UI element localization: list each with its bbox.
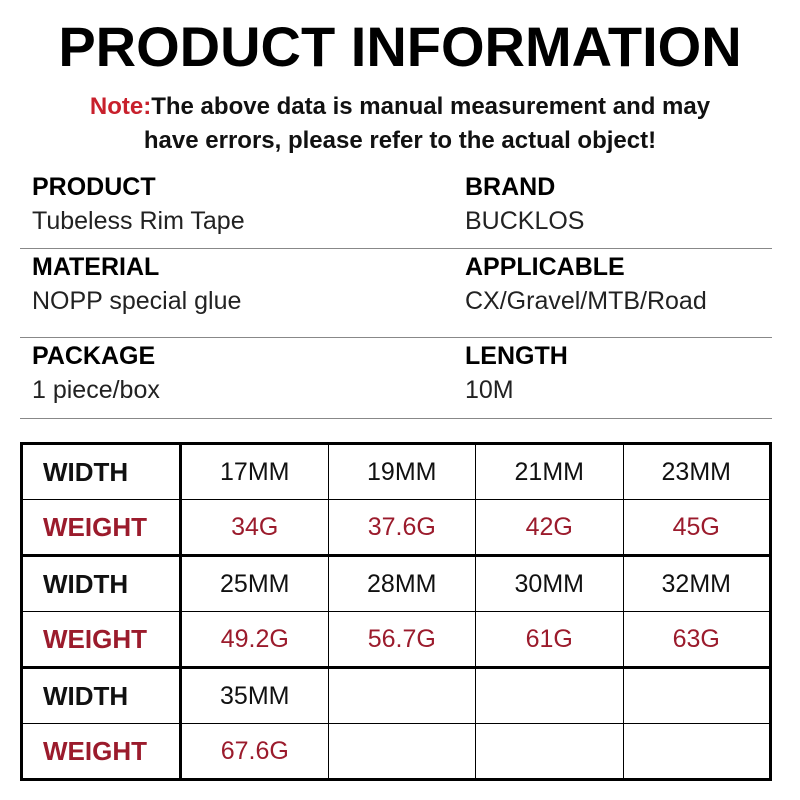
weight-value: 56.7G [327,611,476,668]
info-heading: APPLICABLE [465,253,625,281]
note: Note:The above data is manual measuremen… [0,90,800,158]
weight-value [475,723,624,780]
note-line2: have errors, please refer to the actual … [143,127,657,154]
width-value: 35MM [180,667,329,724]
info-cell: LENGTH 10M [465,341,765,405]
weight-row: WEIGHT 67.6G [21,723,771,780]
info-heading: BRAND [465,173,556,201]
width-row: WIDTH 25MM 28MM 30MM 32MM [21,555,771,612]
info-value: NOPP special glue [32,287,242,315]
width-value [475,667,624,724]
info-cell: PRODUCT Tubeless Rim Tape [32,172,332,236]
weight-row: WEIGHT 49.2G 56.7G 61G 63G [21,611,771,668]
weight-row: WEIGHT 34G 37.6G 42G 45G [21,499,771,556]
weight-value: 34G [180,499,329,556]
weight-value: 61G [475,611,624,668]
note-line1: The above data is manual measurement and… [151,93,711,120]
width-value: 17MM [180,443,329,500]
width-value: 25MM [180,555,329,612]
width-value: 21MM [475,443,624,500]
info-cell: PACKAGE 1 piece/box [32,341,332,405]
weight-label: WEIGHT [21,723,182,780]
info-value: CX/Gravel/MTB/Road [465,287,707,315]
page-title: PRODUCT INFORMATION [58,15,742,78]
width-value: 28MM [327,555,476,612]
width-row: WIDTH 17MM 19MM 21MM 23MM [21,443,771,500]
width-row: WIDTH 35MM [21,667,771,724]
weight-label: WEIGHT [21,611,182,668]
info-row: PACKAGE 1 piece/box LENGTH 10M [20,337,772,419]
info-value: BUCKLOS [465,207,585,235]
weight-value [327,723,476,780]
width-value: 23MM [622,443,771,500]
weight-value: 42G [475,499,624,556]
weight-value [622,723,771,780]
info-row: PRODUCT Tubeless Rim Tape BRAND BUCKLOS [20,168,772,249]
note-label: Note: [89,93,152,120]
width-value [622,667,771,724]
width-value: 32MM [622,555,771,612]
width-label: WIDTH [21,555,182,612]
info-heading: LENGTH [465,342,568,370]
info-value: Tubeless Rim Tape [32,207,245,235]
info-cell: MATERIAL NOPP special glue [32,252,332,316]
width-label: WIDTH [21,443,182,500]
info-row: MATERIAL NOPP special glue APPLICABLE CX/Gr… [20,248,772,338]
info-value: 1 piece/box [32,376,160,404]
info-heading: MATERIAL [32,253,160,281]
weight-value: 67.6G [180,723,329,780]
spec-table: WIDTH 17MM 19MM 21MM 23MM WEIGHT 34G 37.6G 42G 45… [20,442,772,781]
width-value: 30MM [475,555,624,612]
weight-value: 63G [622,611,771,668]
width-value: 19MM [327,443,476,500]
weight-value: 37.6G [327,499,476,556]
weight-value: 45G [622,499,771,556]
weight-label: WEIGHT [21,499,182,556]
info-heading: PRODUCT [32,173,156,201]
width-value [327,667,476,724]
info-heading: PACKAGE [32,342,156,370]
width-label: WIDTH [21,667,182,724]
info-value: 10M [465,376,514,404]
info-cell: APPLICABLE CX/Gravel/MTB/Road [465,252,765,316]
info-cell: BRAND BUCKLOS [465,172,765,236]
weight-value: 49.2G [180,611,329,668]
